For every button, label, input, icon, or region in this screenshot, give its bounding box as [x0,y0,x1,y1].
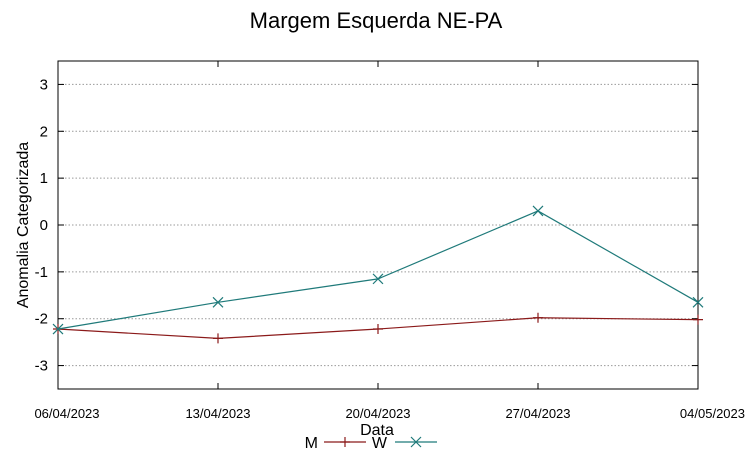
y-tick-label: 2 [40,123,48,140]
data-point-W [212,296,224,308]
series-line-W [57,210,699,330]
series-group [52,205,704,344]
x-tick-label: 13/04/2023 [185,406,250,421]
data-point-M [693,314,703,325]
x-axis-label: Data [360,422,394,439]
y-tick-label: -1 [35,264,48,281]
x-tick-label: 06/04/2023 [34,406,99,421]
legend-marker-M [340,437,350,447]
gridlines [58,83,698,367]
legend-marker-W [410,436,422,448]
data-point-W [692,296,704,308]
data-point-M [373,324,383,335]
data-point-W [372,273,384,285]
legend-label-W: W [372,435,388,452]
data-point-M [533,312,543,323]
y-tick-label: 1 [40,170,48,187]
data-point-W [532,205,544,217]
x-tick-label: 20/04/2023 [345,406,410,421]
x-tick-label: 27/04/2023 [505,406,570,421]
y-tick-label: 0 [40,217,48,234]
x-tick-label: 04/05/2023 [680,406,745,421]
y-tick-label: -2 [35,311,48,328]
legend-label-M: M [305,435,318,452]
data-point-W [52,323,64,335]
y-tick-label: -3 [35,358,48,375]
chart-title: Margem Esquerda NE-PA [250,8,503,33]
y-axis-ticks: -3 -2 -1 0 1 2 3 [35,76,698,375]
y-axis-label: Anomalia Categorizada [15,142,32,308]
y-tick-label: 3 [40,76,48,93]
data-point-M [213,333,223,344]
x-axis-ticks: 06/04/2023 13/04/2023 20/04/2023 27/04/2023… [34,61,745,421]
